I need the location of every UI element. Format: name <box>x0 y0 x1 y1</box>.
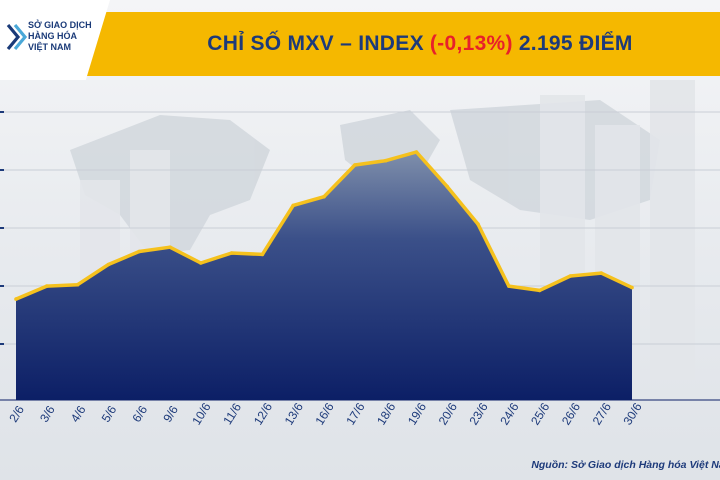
deco-bar-5 <box>650 80 695 380</box>
series-area-fill <box>16 152 632 400</box>
title-change: (-0,13%) <box>429 32 513 55</box>
x-tick-label-18/6: 18/6 <box>374 400 398 428</box>
logo-line-1: SỞ GIAO DỊCH <box>28 20 92 30</box>
data-point-12/6 <box>260 252 265 257</box>
x-tick-label-3/6: 3/6 <box>37 403 58 425</box>
data-point-18/6 <box>383 158 388 163</box>
x-tick-label-20/6: 20/6 <box>436 400 460 428</box>
data-point-6/6 <box>137 249 141 254</box>
data-point-2/6 <box>14 297 18 301</box>
data-point-17/6 <box>353 163 357 167</box>
data-point-25/6 <box>537 288 542 293</box>
x-tick-label-23/6: 23/6 <box>466 400 490 428</box>
x-tick-label-16/6: 16/6 <box>312 400 336 428</box>
data-point-19/6 <box>414 150 419 154</box>
data-point-23/6 <box>476 222 480 226</box>
data-point-5/6 <box>106 262 111 267</box>
data-point-24/6 <box>507 284 511 288</box>
x-tick-label-12/6: 12/6 <box>251 400 275 428</box>
data-point-30/6 <box>630 285 634 290</box>
x-tick-label-9/6: 9/6 <box>160 403 181 425</box>
title-prefix: CHỈ SỐ MXV – INDEX <box>207 32 424 55</box>
logo-line-2: HÀNG HÓA <box>28 31 77 41</box>
title-value: 2.195 ĐIỂM <box>518 32 633 55</box>
x-tick-label-19/6: 19/6 <box>405 400 429 428</box>
chart-title: CHỈ SỐ MXV – INDEX (-0,13%) 2.195 ĐIỂM <box>120 12 720 76</box>
data-point-9/6 <box>168 245 172 249</box>
logo-line-3: VIỆT NAM <box>28 42 72 52</box>
x-tick-label-26/6: 26/6 <box>559 400 583 428</box>
x-tick-label-2/6: 2/6 <box>6 403 27 425</box>
data-point-13/6 <box>291 203 296 208</box>
data-point-10/6 <box>199 261 203 265</box>
source-note: Nguồn: Sở Giao dịch Hàng hóa Việt Nam <box>531 459 720 471</box>
logo-chevron-icon <box>6 23 28 51</box>
x-tick-label-6/6: 6/6 <box>129 403 150 425</box>
data-point-3/6 <box>45 284 49 288</box>
x-tick-label-27/6: 27/6 <box>590 400 614 428</box>
x-tick-label-11/6: 11/6 <box>220 400 244 427</box>
logo-text: SỞ GIAO DỊCH HÀNG HÓA VIỆT NAM <box>28 20 100 53</box>
x-tick-label-4/6: 4/6 <box>68 403 89 425</box>
x-tick-label-25/6: 25/6 <box>528 400 552 428</box>
x-tick-label-5/6: 5/6 <box>99 403 120 425</box>
data-point-27/6 <box>599 271 603 275</box>
x-tick-label-17/6: 17/6 <box>343 400 367 428</box>
x-tick-label-30/6: 30/6 <box>620 400 644 428</box>
x-tick-label-24/6: 24/6 <box>497 400 521 428</box>
x-tick-label-10/6: 10/6 <box>189 400 213 428</box>
x-tick-label-13/6: 13/6 <box>282 400 306 428</box>
data-point-4/6 <box>75 282 80 287</box>
title-banner: CHỈ SỐ MXV – INDEX (-0,13%) 2.195 ĐIỂM <box>0 12 720 76</box>
data-point-11/6 <box>229 251 234 255</box>
data-point-16/6 <box>322 194 326 199</box>
data-point-26/6 <box>568 274 573 278</box>
data-point-20/6 <box>445 184 450 189</box>
